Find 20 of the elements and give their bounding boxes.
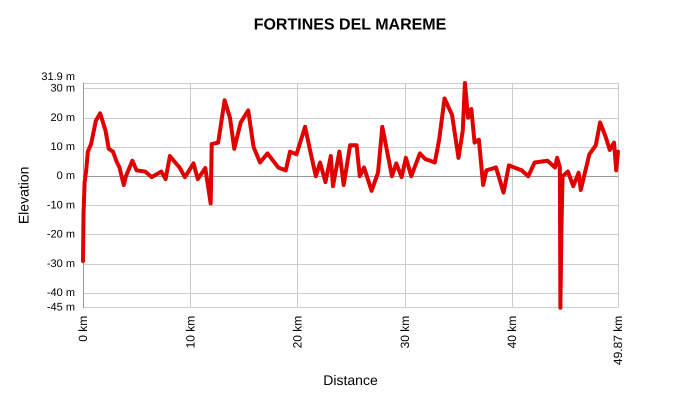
x-tick-label: 10 km [183,316,198,348]
x-tick-label: 0 km [76,316,90,342]
y-tick-label: 20 m [50,112,75,124]
y-tick-label: 30 m [50,82,75,95]
x-axis-title: Distance [323,372,378,388]
y-tick-label: 10 m [50,141,75,154]
chart-title: FORTINES DEL MAREME [254,16,447,34]
y-tick-label: -40 m [46,287,75,300]
x-tick-label: 40 km [505,316,520,348]
x-tick-label: 30 km [398,316,412,348]
y-tick-label: -20 m [46,228,75,241]
line-series [81,81,620,310]
y-tick-label: -45 m [46,302,75,314]
y-tick-label: 0 m [56,170,75,182]
x-tick-label: 20 km [290,316,305,348]
y-tick-label: -30 m [46,258,75,270]
y-tick-label: -10 m [46,199,75,212]
y-axis-title: Elevation [15,166,32,224]
y-tick-label: 31.9 m [41,71,75,83]
x-tick-label: 49.87 km [611,316,625,366]
